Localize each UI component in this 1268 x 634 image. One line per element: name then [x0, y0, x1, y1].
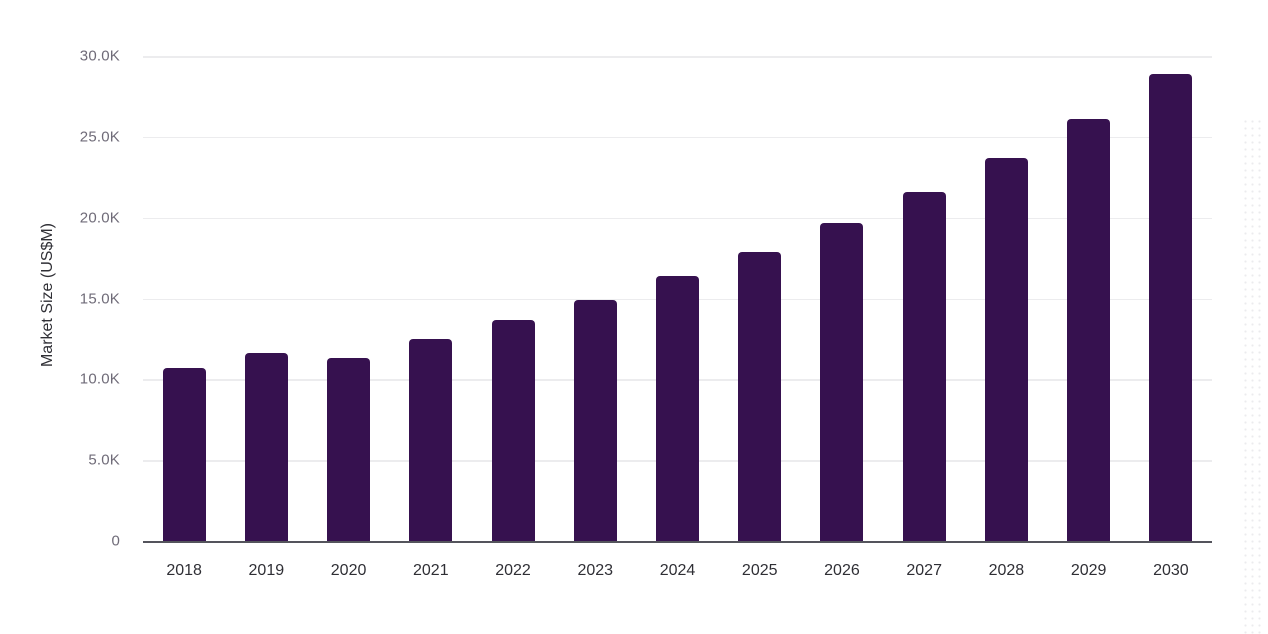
y-axis-ticks: 0 5.0K 10.0K 15.0K 20.0K 25.0K 30.0K: [0, 48, 120, 550]
y-tick-label-15.0K: 15.0K: [79, 290, 120, 307]
x-tick-label-2026: 2026: [824, 562, 860, 579]
bar-2021[interactable]: [409, 338, 453, 541]
x-tick-label-2027: 2027: [906, 562, 942, 579]
y-tick-label-0: 0: [111, 532, 120, 550]
x-tick-label-2028: 2028: [988, 562, 1025, 579]
y-tick-label-25.0K: 25.0K: [79, 128, 120, 146]
x-tick-label-2023: 2023: [577, 562, 614, 579]
x-tick-label-2019: 2019: [248, 562, 285, 579]
plot-area: [143, 56, 1212, 543]
bar-2026[interactable]: [820, 222, 864, 541]
gridline-25.0K: [143, 136, 1212, 139]
y-tick-label-10.0K: 10.0K: [79, 370, 120, 388]
y-tick-label-30.0K: 30.0K: [79, 47, 120, 65]
x-tick-label-2025: 2025: [741, 562, 778, 579]
bar-2020[interactable]: [327, 358, 371, 541]
x-tick-label-2024: 2024: [659, 562, 696, 579]
x-tick-label-2018: 2018: [166, 562, 202, 579]
bar-2022[interactable]: [491, 319, 535, 541]
bar-2024[interactable]: [656, 275, 699, 541]
bar-2025[interactable]: [738, 251, 782, 541]
x-tick-label-2029: 2029: [1070, 562, 1107, 579]
x-axis-labels: 2018 2019 2020 2021 2022 2023 2024 2025 2026 2027…: [143, 562, 1212, 586]
bar-2029[interactable]: [1067, 119, 1111, 541]
background-dot-texture: [1242, 118, 1264, 634]
x-tick-label-2022: 2022: [495, 562, 531, 579]
gridline-30.0K: [143, 56, 1212, 58]
gridline-20.0K: [143, 217, 1212, 220]
bar-2028[interactable]: [984, 157, 1028, 541]
x-tick-label-2021: 2021: [413, 562, 449, 579]
bar-2027[interactable]: [902, 191, 946, 541]
bar-2019[interactable]: [244, 353, 288, 541]
x-tick-label-2020: 2020: [330, 562, 367, 579]
y-tick-label-5.0K: 5.0K: [88, 451, 120, 469]
bar-2018[interactable]: [162, 368, 206, 541]
y-tick-label-20.0K: 20.0K: [79, 209, 120, 227]
x-tick-label-2030: 2030: [1153, 562, 1189, 579]
bar-2030[interactable]: [1149, 73, 1193, 541]
bar-2023[interactable]: [573, 300, 617, 541]
